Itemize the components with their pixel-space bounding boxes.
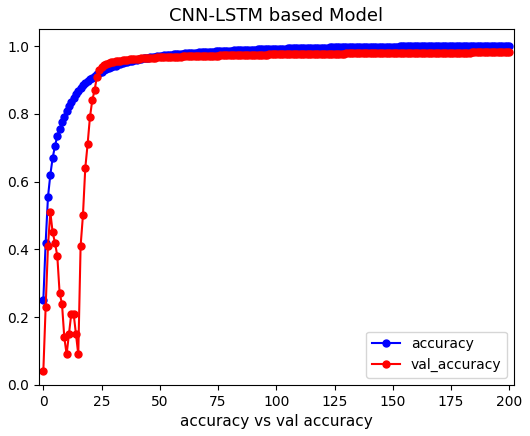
val_accuracy xyxy=(82,166,89,171)
val_accuracy xyxy=(469,50,475,55)
X-axis label: accuracy vs val accuracy: accuracy vs val accuracy xyxy=(180,414,373,429)
Title: CNN-LSTM based Model: CNN-LSTM based Model xyxy=(169,7,383,25)
accuracy xyxy=(506,44,513,49)
accuracy xyxy=(292,46,298,51)
val_accuracy xyxy=(236,52,242,58)
val_accuracy xyxy=(42,304,49,310)
val_accuracy xyxy=(466,50,473,55)
accuracy xyxy=(396,44,403,49)
accuracy xyxy=(469,44,475,49)
val_accuracy xyxy=(506,50,513,55)
Line: val_accuracy: val_accuracy xyxy=(40,49,513,375)
val_accuracy xyxy=(292,51,298,57)
accuracy xyxy=(236,48,242,53)
accuracy xyxy=(40,297,47,303)
Line: accuracy: accuracy xyxy=(40,43,513,303)
accuracy xyxy=(82,81,89,86)
val_accuracy xyxy=(40,368,47,374)
Legend: accuracy, val_accuracy: accuracy, val_accuracy xyxy=(366,332,507,378)
accuracy xyxy=(210,49,217,54)
val_accuracy xyxy=(210,53,217,58)
accuracy xyxy=(42,240,49,245)
